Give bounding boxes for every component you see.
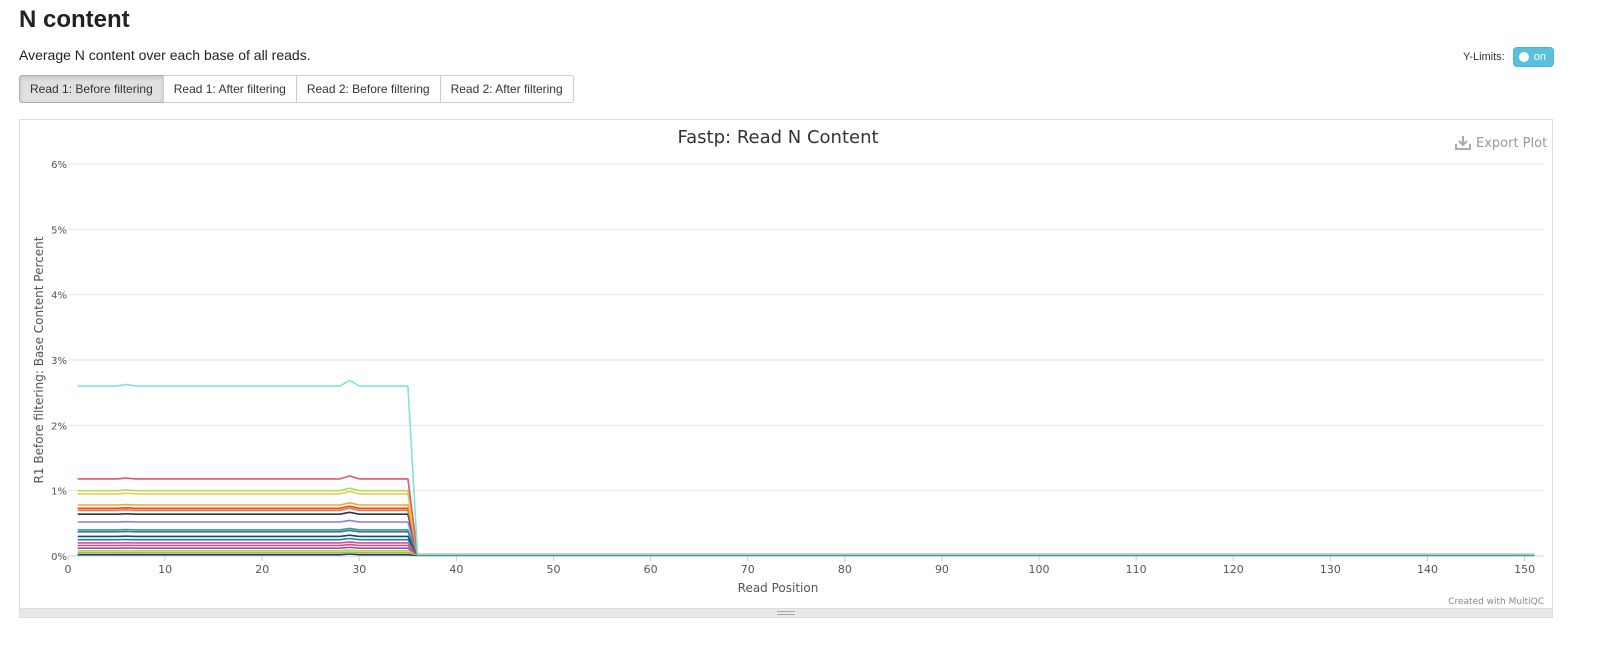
x-tick-label: 120: [1223, 563, 1244, 576]
chart-title: Fastp: Read N Content: [677, 127, 878, 148]
x-tick-label: 0: [65, 563, 72, 576]
x-tick-label: 150: [1514, 563, 1535, 576]
page-title: N content: [19, 6, 130, 33]
x-tick-label: 10: [158, 563, 172, 576]
x-tick-label: 90: [935, 563, 949, 576]
read-tabs: Read 1: Before filtering Read 1: After f…: [19, 75, 574, 103]
y-limits-control: Y-Limits: on: [1463, 47, 1554, 67]
x-tick-label: 60: [644, 563, 658, 576]
y-tick-label: 4%: [51, 291, 67, 302]
x-tick-label: 100: [1029, 563, 1050, 576]
y-tick-label: 5%: [51, 225, 67, 236]
y-limits-toggle[interactable]: on: [1512, 47, 1554, 67]
resize-grip-icon: [777, 611, 795, 615]
tab-read2-after[interactable]: Read 2: After filtering: [439, 75, 574, 103]
x-tick-label: 110: [1126, 563, 1147, 576]
x-tick-label: 40: [449, 563, 463, 576]
x-tick-label: 140: [1417, 563, 1438, 576]
export-plot-button[interactable]: Export Plot: [1455, 136, 1547, 151]
toggle-knob-icon: [1518, 52, 1529, 62]
page-description: Average N content over each base of all …: [19, 47, 311, 63]
y-tick-label: 0%: [51, 552, 67, 563]
plot-container: 0% 1% 2% 3% 4% 5% 6% 0 10 20 30 40 50 60 70 80 90 100 110 1…: [19, 119, 1553, 609]
series-line[interactable]: [77, 519, 1535, 556]
x-tick-label: 30: [352, 563, 366, 576]
y-tick-label: 3%: [51, 356, 67, 367]
x-tick-label: 20: [255, 563, 269, 576]
x-tick-label: 80: [838, 563, 852, 576]
plot-resize-handle[interactable]: [19, 609, 1553, 618]
series-line[interactable]: [77, 379, 1535, 556]
x-tick-label: 130: [1320, 563, 1341, 576]
tab-read1-before[interactable]: Read 1: Before filtering: [19, 75, 164, 103]
tab-read1-after[interactable]: Read 1: After filtering: [162, 75, 297, 103]
x-tick-label: 70: [741, 563, 755, 576]
y-axis-label: R1 Before filtering: Base Content Percen…: [32, 236, 46, 483]
y-limits-toggle-label: on: [1533, 51, 1546, 63]
n-content-chart: 0% 1% 2% 3% 4% 5% 6% 0 10 20 30 40 50 60 70 80 90 100 110 1…: [32, 127, 1547, 607]
y-tick-label: 2%: [51, 421, 67, 432]
x-tick-label: 50: [547, 563, 561, 576]
y-tick-label: 1%: [51, 487, 67, 498]
tab-read2-before[interactable]: Read 2: Before filtering: [295, 75, 441, 103]
y-tick-label: 6%: [51, 160, 67, 171]
download-icon: [1455, 136, 1471, 150]
export-plot-label: Export Plot: [1476, 136, 1547, 151]
x-axis-label: Read Position: [738, 581, 819, 595]
credit-label: Created with MultiQC: [1448, 597, 1544, 607]
y-limits-label: Y-Limits:: [1462, 51, 1505, 63]
